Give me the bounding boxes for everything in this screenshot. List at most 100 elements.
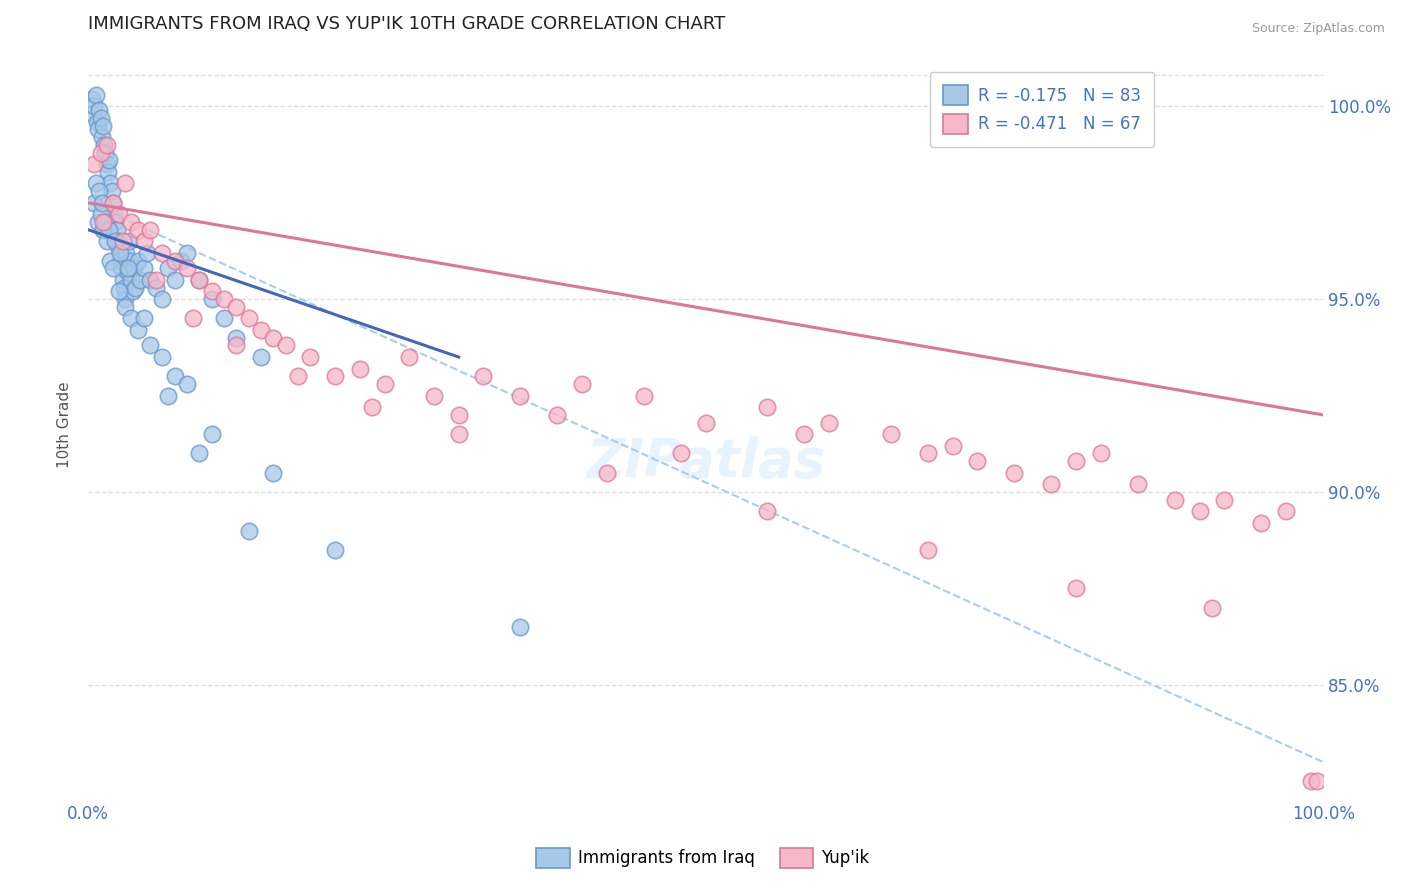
Point	[274, 338, 297, 352]
Point	[163, 253, 186, 268]
Point	[447, 408, 470, 422]
Point	[110, 245, 132, 260]
Point	[80, 92, 103, 106]
Point	[103, 207, 125, 221]
Point	[323, 369, 346, 384]
Point	[118, 235, 141, 249]
Point	[472, 369, 495, 384]
Point	[91, 215, 114, 229]
Point	[1188, 504, 1211, 518]
Point	[132, 261, 155, 276]
Point	[299, 350, 322, 364]
Point	[83, 195, 105, 210]
Point	[121, 285, 143, 299]
Point	[112, 280, 135, 294]
Point	[120, 273, 142, 287]
Point	[108, 242, 131, 256]
Point	[695, 416, 717, 430]
Point	[917, 542, 939, 557]
Point	[1064, 454, 1087, 468]
Point	[1040, 477, 1063, 491]
Point	[82, 107, 104, 121]
Point	[110, 261, 132, 276]
Point	[107, 235, 129, 249]
Point	[170, 253, 193, 268]
Point	[212, 311, 235, 326]
Point	[145, 273, 167, 287]
Point	[349, 361, 371, 376]
Point	[157, 388, 180, 402]
Point	[129, 273, 152, 287]
Point	[287, 369, 309, 384]
Point	[84, 87, 107, 102]
Point	[94, 215, 117, 229]
Point	[127, 223, 149, 237]
Point	[89, 184, 111, 198]
Point	[139, 273, 162, 287]
Point	[212, 292, 235, 306]
Point	[176, 261, 198, 276]
Point	[1201, 600, 1223, 615]
Point	[818, 416, 841, 430]
Point	[91, 223, 114, 237]
Point	[669, 446, 692, 460]
Point	[1002, 466, 1025, 480]
Point	[793, 427, 815, 442]
Point	[100, 184, 122, 198]
Point	[124, 280, 146, 294]
Point	[117, 265, 139, 279]
Point	[1299, 774, 1322, 789]
Point	[97, 165, 120, 179]
Text: ZIPatlas: ZIPatlas	[586, 436, 825, 488]
Point	[120, 215, 142, 229]
Point	[139, 338, 162, 352]
Point	[110, 253, 132, 268]
Point	[880, 427, 903, 442]
Point	[176, 377, 198, 392]
Point	[262, 331, 284, 345]
Point	[136, 245, 159, 260]
Point	[633, 388, 655, 402]
Point	[83, 157, 105, 171]
Point	[225, 300, 247, 314]
Point	[100, 253, 122, 268]
Point	[201, 427, 224, 442]
Point	[238, 524, 260, 538]
Point	[756, 504, 779, 518]
Point	[546, 408, 568, 422]
Point	[90, 130, 112, 145]
Point	[374, 377, 396, 392]
Point	[101, 195, 124, 210]
Point	[756, 400, 779, 414]
Point	[127, 323, 149, 337]
Point	[1164, 492, 1187, 507]
Point	[1213, 492, 1236, 507]
Point	[423, 388, 446, 402]
Point	[108, 285, 131, 299]
Point	[398, 350, 420, 364]
Point	[96, 137, 118, 152]
Point	[163, 273, 186, 287]
Point	[942, 439, 965, 453]
Point	[120, 253, 142, 268]
Legend: R = -0.175   N = 83, R = -0.471   N = 67: R = -0.175 N = 83, R = -0.471 N = 67	[929, 72, 1154, 147]
Point	[163, 369, 186, 384]
Point	[157, 261, 180, 276]
Point	[87, 215, 110, 229]
Point	[250, 323, 273, 337]
Text: IMMIGRANTS FROM IRAQ VS YUP'IK 10TH GRADE CORRELATION CHART: IMMIGRANTS FROM IRAQ VS YUP'IK 10TH GRAD…	[89, 15, 725, 33]
Point	[1090, 446, 1112, 460]
Point	[86, 114, 108, 128]
Point	[117, 261, 139, 276]
Point	[1306, 774, 1329, 789]
Point	[104, 215, 127, 229]
Point	[98, 223, 121, 237]
Point	[83, 99, 105, 113]
Point	[323, 542, 346, 557]
Point	[361, 400, 384, 414]
Point	[201, 292, 224, 306]
Point	[132, 235, 155, 249]
Point	[89, 145, 111, 160]
Point	[87, 122, 110, 136]
Point	[90, 195, 112, 210]
